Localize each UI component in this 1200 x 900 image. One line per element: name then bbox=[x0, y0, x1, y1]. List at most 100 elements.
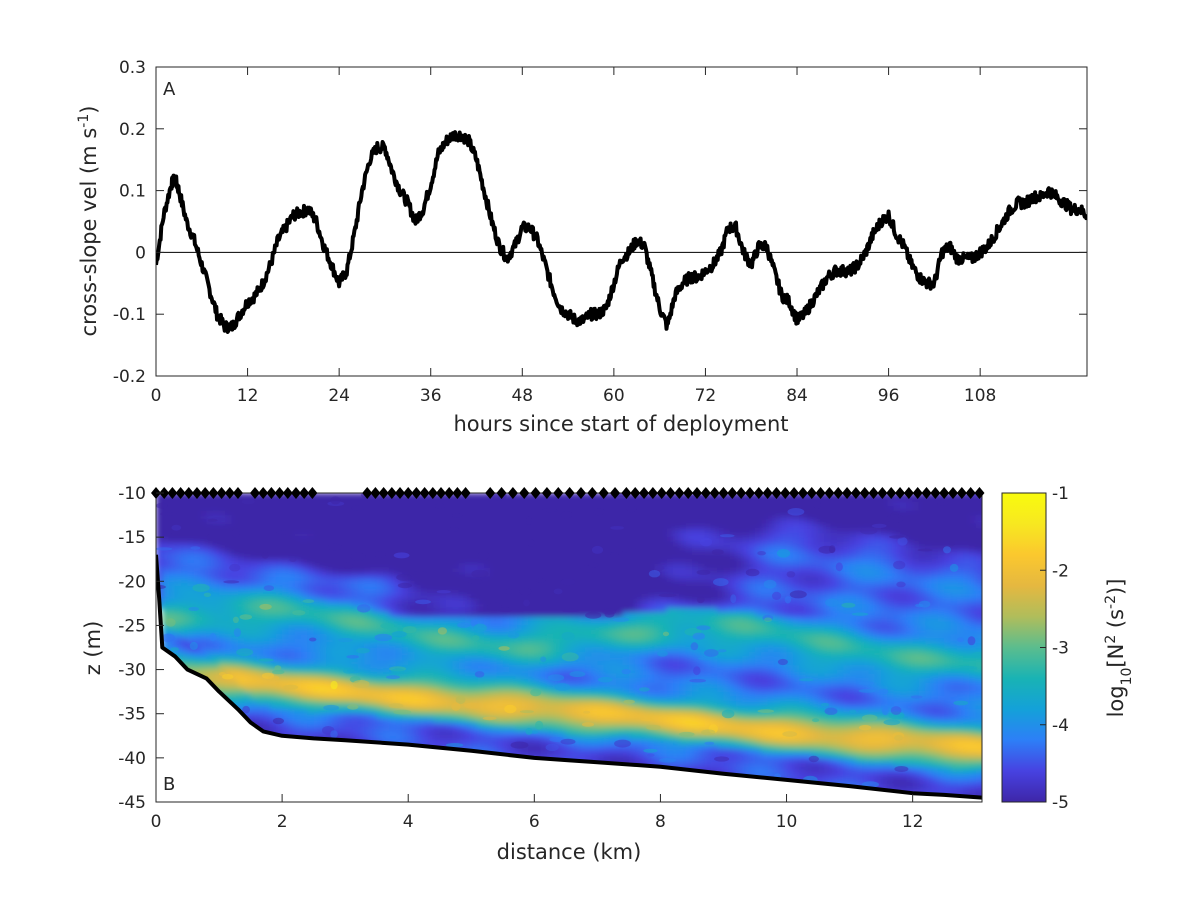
heatmap-cell bbox=[313, 647, 321, 653]
heatmap-cell bbox=[357, 621, 365, 627]
heatmap-cell bbox=[515, 603, 523, 609]
heatmap-cell bbox=[559, 594, 567, 600]
heatmap-cell bbox=[660, 656, 668, 662]
heatmap-cell bbox=[288, 563, 296, 569]
heatmap-cell bbox=[414, 546, 422, 552]
heatmap-cell bbox=[565, 546, 573, 552]
heatmap-cell bbox=[483, 678, 491, 684]
heatmap-cell bbox=[446, 629, 454, 635]
heatmap-cell bbox=[584, 735, 592, 741]
heatmap-cell bbox=[647, 554, 655, 560]
heatmap-cell bbox=[483, 709, 491, 715]
heatmap-cell bbox=[338, 678, 346, 684]
heatmap-cell bbox=[408, 510, 416, 516]
heatmap-cell bbox=[250, 647, 258, 653]
heatmap-cell bbox=[364, 629, 372, 635]
heatmap-cell bbox=[654, 537, 662, 543]
heatmap-cell bbox=[187, 572, 195, 578]
heatmap-cell bbox=[591, 749, 599, 755]
heatmap-cell bbox=[628, 510, 636, 516]
heatmap-cell bbox=[509, 497, 517, 503]
heatmap-cell bbox=[496, 643, 504, 649]
heatmap-cell bbox=[685, 506, 693, 512]
heatmap-cell bbox=[502, 744, 510, 750]
heatmap-cell bbox=[187, 559, 195, 565]
heatmap-cell bbox=[578, 506, 586, 512]
heatmap-cell bbox=[685, 704, 693, 711]
heatmap-cell bbox=[572, 598, 580, 605]
heatmap-cell bbox=[458, 497, 466, 503]
heatmap-cell bbox=[263, 621, 271, 627]
heatmap-cell bbox=[269, 713, 277, 719]
heatmap-cell bbox=[294, 568, 302, 574]
heatmap-cell bbox=[553, 749, 561, 755]
heatmap-cell bbox=[389, 497, 397, 503]
heatmap-cell bbox=[578, 753, 586, 759]
heatmap-cell bbox=[584, 700, 592, 706]
heatmap-cell bbox=[641, 656, 649, 662]
heatmap-cell bbox=[313, 546, 321, 552]
heatmap-cell bbox=[490, 585, 498, 591]
heatmap-cell bbox=[490, 744, 498, 750]
heatmap-cell bbox=[383, 581, 391, 587]
heatmap-cell bbox=[433, 634, 441, 640]
heatmap-cell bbox=[250, 621, 258, 627]
heatmap-cell bbox=[471, 510, 479, 516]
heatmap-cell bbox=[174, 550, 182, 556]
heatmap-cell bbox=[477, 612, 485, 618]
heatmap-cell bbox=[490, 638, 498, 644]
heatmap-cell bbox=[269, 607, 277, 613]
heatmap-cell bbox=[364, 621, 372, 627]
heatmap-cell bbox=[565, 528, 573, 534]
heatmap-cell bbox=[313, 638, 321, 644]
heatmap-cell bbox=[427, 559, 435, 565]
heatmap-cell bbox=[628, 585, 636, 591]
heatmap-cell bbox=[578, 749, 586, 755]
heatmap-cell bbox=[559, 506, 567, 512]
heatmap-cell bbox=[294, 590, 302, 596]
heatmap-cell bbox=[496, 709, 504, 715]
heatmap-cell bbox=[679, 744, 687, 750]
heatmap-cell bbox=[458, 612, 466, 618]
heatmap-cell bbox=[666, 740, 674, 746]
heatmap-cell bbox=[647, 700, 655, 706]
heatmap-cell bbox=[553, 572, 561, 578]
heatmap-cell bbox=[433, 546, 441, 552]
heatmap-cell bbox=[401, 497, 409, 503]
heatmap-cell bbox=[439, 559, 447, 565]
heatmap-cell bbox=[212, 506, 220, 512]
heatmap-cell bbox=[282, 625, 290, 631]
heatmap-cell bbox=[465, 647, 473, 653]
heatmap-cell bbox=[521, 576, 529, 583]
heatmap-cell bbox=[313, 665, 321, 671]
heatmap-cell bbox=[307, 497, 315, 503]
heatmap-cell bbox=[338, 727, 346, 733]
panel-a-y-tick-label: 0 bbox=[135, 243, 146, 263]
heatmap-cell bbox=[357, 585, 365, 591]
heatmap-cell bbox=[666, 700, 674, 706]
panel-a-x-tick-label: 60 bbox=[603, 386, 625, 406]
heatmap-cell bbox=[616, 656, 624, 662]
heatmap-cell bbox=[477, 546, 485, 552]
heatmap-cell bbox=[660, 537, 668, 543]
heatmap-cell bbox=[679, 749, 687, 755]
heatmap-cell bbox=[206, 674, 214, 680]
heatmap-cell bbox=[206, 638, 214, 644]
heatmap-cell bbox=[654, 510, 662, 516]
heatmap-cell bbox=[490, 634, 498, 640]
heatmap-cell bbox=[370, 660, 378, 666]
heatmap-cell bbox=[219, 621, 227, 627]
heatmap-cell bbox=[244, 546, 252, 552]
heatmap-cell bbox=[319, 594, 327, 600]
heatmap-cell bbox=[515, 590, 523, 596]
heatmap-cell bbox=[509, 510, 517, 516]
heatmap-cell bbox=[345, 572, 353, 578]
heatmap-cell bbox=[193, 506, 201, 512]
heatmap-cell bbox=[546, 612, 554, 618]
heatmap-cell bbox=[584, 590, 592, 596]
heatmap-cell bbox=[446, 643, 454, 649]
heatmap-cell bbox=[540, 559, 548, 565]
heatmap-cell bbox=[521, 594, 529, 600]
heatmap-cell bbox=[401, 616, 409, 622]
heatmap-cell bbox=[559, 709, 567, 715]
